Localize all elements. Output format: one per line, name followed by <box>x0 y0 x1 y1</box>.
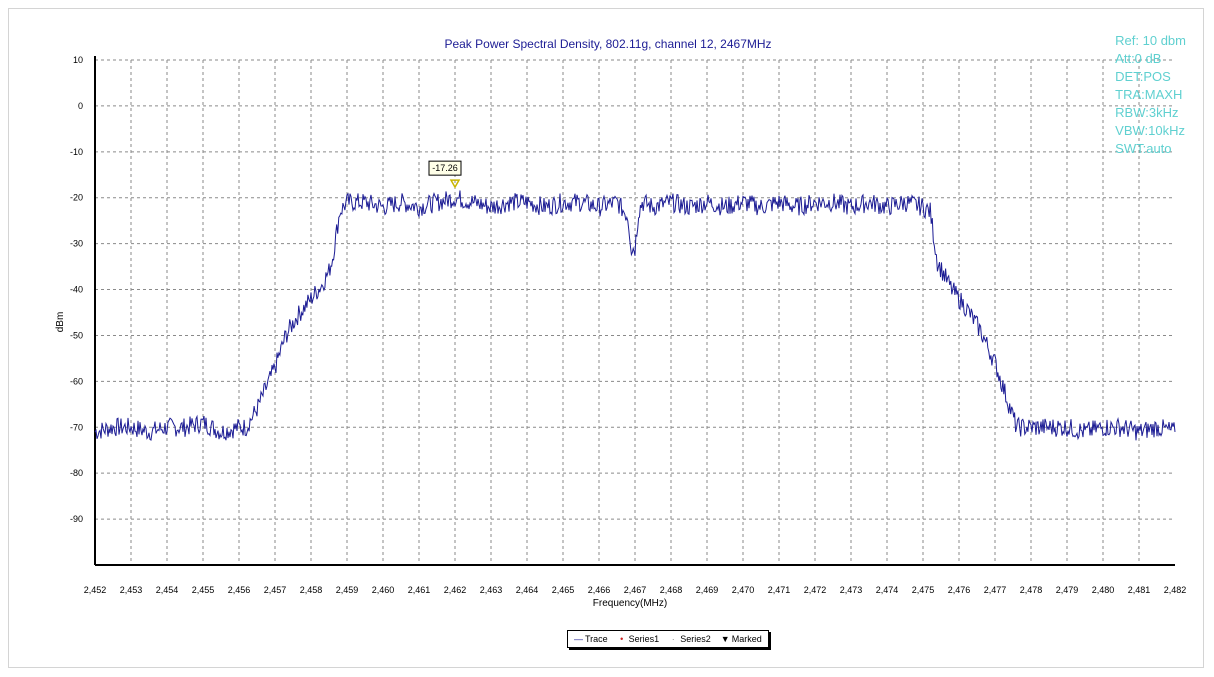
x-tick-label: 2,465 <box>552 585 575 595</box>
legend-item-series2: · Series2 <box>669 634 711 644</box>
legend-dot-icon: · <box>671 633 675 644</box>
sweep-time-text: SWT:auto <box>1115 141 1172 156</box>
x-tick-label: 2,458 <box>300 585 323 595</box>
x-tick-label: 2,471 <box>768 585 791 595</box>
x-tick-label: 2,459 <box>336 585 359 595</box>
x-tick-label: 2,481 <box>1128 585 1151 595</box>
triangle-down-icon: ▼ <box>720 633 730 644</box>
legend-label: Trace <box>585 634 608 644</box>
x-tick-label: 2,467 <box>624 585 647 595</box>
x-tick-label: 2,479 <box>1056 585 1079 595</box>
y-tick-label: -30 <box>70 239 83 249</box>
x-tick-label: 2,456 <box>228 585 251 595</box>
legend-line-icon: — <box>574 633 583 644</box>
y-tick-label: -70 <box>70 422 83 432</box>
marker-label-box <box>428 160 462 176</box>
vbw-text: VBW:10kHz <box>1115 123 1186 138</box>
x-tick-label: 2,460 <box>372 585 395 595</box>
chart-title: Peak Power Spectral Density, 802.11g, ch… <box>444 37 771 51</box>
legend-item-series1: • Series1 <box>618 633 660 644</box>
peak-marker-icon <box>449 179 461 189</box>
y-tick-label: -40 <box>70 285 83 295</box>
y-tick-label: 0 <box>78 101 83 111</box>
y-axis-label: dBm <box>55 312 66 333</box>
x-tick-label: 2,469 <box>696 585 719 595</box>
x-tick-label: 2,457 <box>264 585 287 595</box>
x-tick-label: 2,461 <box>408 585 431 595</box>
x-tick-label: 2,455 <box>192 585 215 595</box>
x-tick-label: 2,470 <box>732 585 755 595</box>
legend-item-trace: — Trace <box>574 634 608 644</box>
rbw-text: RBW:3kHz <box>1115 105 1179 120</box>
chart-legend: — Trace • Series1 · Series2 ▼ Marked <box>567 630 769 648</box>
legend-item-marked: ▼ Marked <box>721 634 762 644</box>
x-tick-label: 2,476 <box>948 585 971 595</box>
trace-mode-text: TRA:MAXH <box>1115 87 1183 102</box>
y-tick-label: 10 <box>73 55 83 65</box>
x-tick-label: 2,480 <box>1092 585 1115 595</box>
legend-label: Marked <box>731 634 762 644</box>
y-tick-label: -90 <box>70 514 83 524</box>
x-tick-label: 2,462 <box>444 585 467 595</box>
trace-line <box>94 190 1176 441</box>
detector-text: DET:POS <box>1115 69 1171 84</box>
y-tick-label: -80 <box>70 468 83 478</box>
y-tick-label: -50 <box>70 330 83 340</box>
x-tick-label: 2,473 <box>840 585 863 595</box>
x-tick-label: 2,478 <box>1020 585 1043 595</box>
chart-frame <box>8 8 1204 668</box>
x-tick-label: 2,475 <box>912 585 935 595</box>
attenuation-text: Att:0 dB <box>1115 51 1162 66</box>
x-tick-label: 2,472 <box>804 585 827 595</box>
x-tick-label: 2,454 <box>156 585 179 595</box>
x-tick-label: 2,463 <box>480 585 503 595</box>
x-tick-label: 2,466 <box>588 585 611 595</box>
legend-dot-icon: • <box>620 633 624 644</box>
x-axis-label: Frequency(MHz) <box>593 598 667 609</box>
y-tick-label: -20 <box>70 193 83 203</box>
ref-level-text: Ref: 10 dbm <box>1115 33 1186 48</box>
x-tick-label: 2,482 <box>1164 585 1187 595</box>
x-tick-label: 2,468 <box>660 585 683 595</box>
x-tick-label: 2,477 <box>984 585 1007 595</box>
y-tick-label: -60 <box>70 376 83 386</box>
marker-value-label: -17.26 <box>432 163 458 173</box>
x-tick-label: 2,464 <box>516 585 539 595</box>
x-tick-label: 2,474 <box>876 585 899 595</box>
legend-label: Series1 <box>628 634 660 644</box>
x-tick-label: 2,452 <box>84 585 107 595</box>
legend-label: Series2 <box>680 634 711 644</box>
y-tick-label: -10 <box>70 147 83 157</box>
analyzer-settings: Ref: 10 dbm Att:0 dB DET:POS TRA:MAXH RB… <box>1115 32 1186 158</box>
x-tick-label: 2,453 <box>120 585 143 595</box>
